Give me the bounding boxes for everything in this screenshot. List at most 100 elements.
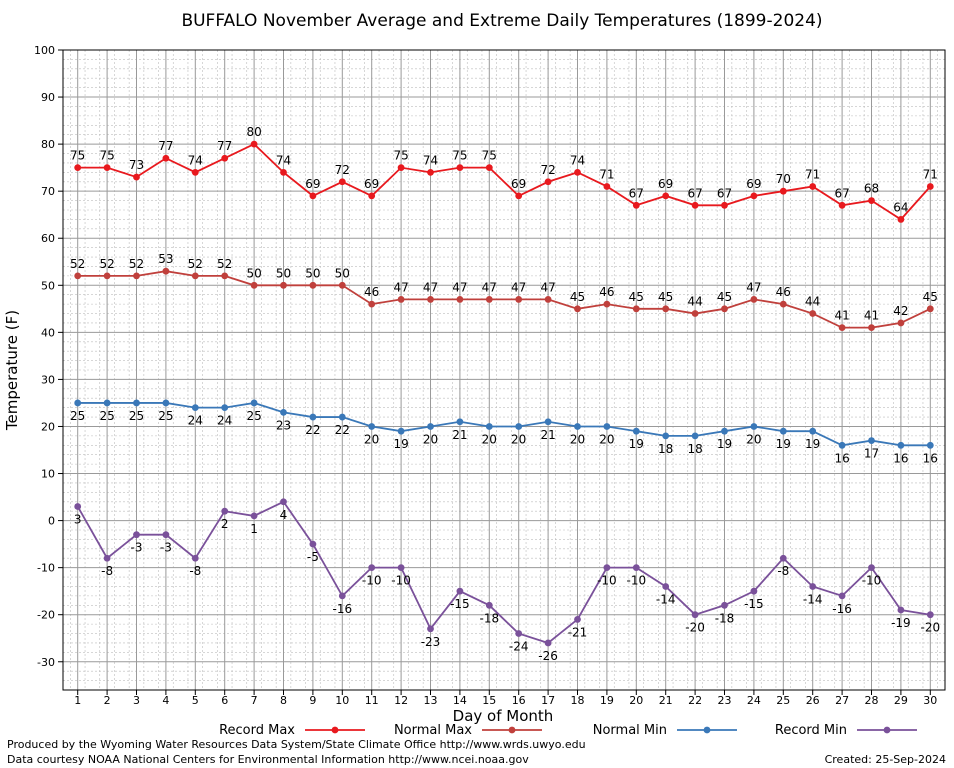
legend-marker-record-max <box>331 726 339 734</box>
record-min-data-label: -10 <box>362 574 382 588</box>
normal-max-point <box>779 300 787 308</box>
record-min-data-label: 1 <box>250 522 258 536</box>
normal-max-point <box>280 281 287 289</box>
normal-max-point <box>397 296 405 303</box>
normal-max-data-label: 52 <box>129 257 144 271</box>
record-min-point <box>103 554 111 562</box>
normal-max-point <box>838 324 846 332</box>
normal-max-data-label: 46 <box>364 285 379 299</box>
record-min-point <box>368 564 376 572</box>
record-max-point <box>691 201 699 209</box>
normal-min-data-label: 18 <box>687 442 702 456</box>
record-min-line <box>76 500 931 644</box>
normal-max-data-label: 46 <box>776 285 791 299</box>
x-tick-label: 9 <box>309 694 316 707</box>
x-tick-label: 22 <box>688 694 702 707</box>
record-max-point <box>897 216 905 223</box>
normal-max-point <box>309 281 317 289</box>
normal-max-point <box>338 281 346 289</box>
record-min-point <box>750 587 758 595</box>
record-min-point <box>250 512 258 520</box>
record-min-point <box>338 592 346 600</box>
normal-max-data-label: 45 <box>570 290 585 304</box>
normal-max-data-label: 45 <box>923 290 938 304</box>
normal-min-data-label: 19 <box>805 437 820 451</box>
normal-min-data-label: 22 <box>305 423 320 437</box>
normal-min-point <box>309 413 317 421</box>
normal-min-point <box>838 441 846 449</box>
record-max-data-label: 69 <box>364 177 379 191</box>
record-max-point <box>74 164 82 172</box>
normal-min-point <box>721 427 728 435</box>
x-tick-label: 20 <box>629 694 643 707</box>
y-tick-label: 50 <box>41 279 55 292</box>
normal-max-data-label: 41 <box>864 309 879 323</box>
minor-gridlines <box>63 50 945 691</box>
record-max-line <box>77 143 931 221</box>
normal-min-data-label: 16 <box>893 451 908 465</box>
record-min-data-label: -10 <box>391 574 411 588</box>
record-min-data-label: 2 <box>221 517 229 531</box>
created-date: Created: 25-Sep-2024 <box>825 753 946 766</box>
y-tick-label: -30 <box>37 656 55 669</box>
normal-min-data-label: 19 <box>776 437 791 451</box>
x-tick-label: 10 <box>335 694 349 707</box>
normal-max-point <box>750 296 758 303</box>
normal-max-data-label: 45 <box>629 290 644 304</box>
x-tick-label: 12 <box>394 694 408 707</box>
record-max-point <box>868 197 875 204</box>
x-tick-label: 23 <box>718 694 732 707</box>
record-min-point <box>162 531 170 539</box>
record-max-point <box>191 168 199 176</box>
normal-max-data-label: 44 <box>687 295 702 309</box>
normal-max-data-label: 47 <box>423 280 438 294</box>
legend-marker-record-min <box>883 726 891 734</box>
legend-label-record-min: Record Min <box>775 723 847 738</box>
normal-min-data-label: 18 <box>658 442 673 456</box>
record-min-data-label: -15 <box>450 597 470 611</box>
normal-min-point <box>103 399 111 407</box>
normal-max-point <box>191 272 199 280</box>
normal-max-point <box>221 272 229 280</box>
record-min-data-label: -10 <box>597 574 617 588</box>
normal-min-data-label: 20 <box>599 432 614 446</box>
normal-max-data-label: 47 <box>540 280 555 294</box>
y-tick-label: 40 <box>41 326 55 339</box>
normal-min-data-label: 24 <box>188 414 203 428</box>
y-tick-label: -20 <box>37 609 55 622</box>
normal-max-point <box>809 310 817 317</box>
record-min-data-label: -8 <box>777 564 789 578</box>
normal-max-data-label: 50 <box>246 266 261 280</box>
normal-min-point <box>162 399 170 407</box>
record-max-data-label: 75 <box>452 149 467 163</box>
record-min-point <box>427 625 434 633</box>
normal-min-point <box>250 399 258 407</box>
record-max-point <box>397 164 405 172</box>
record-min-data-label: -10 <box>626 574 646 588</box>
x-tick-label: 21 <box>659 694 673 707</box>
record-min-point <box>74 503 82 510</box>
record-max-data-label: 72 <box>540 163 555 177</box>
normal-max-data-label: 45 <box>717 290 732 304</box>
x-tick-label: 7 <box>251 694 258 707</box>
record-min-data-label: -24 <box>509 640 529 654</box>
normal-min-point <box>280 408 287 416</box>
record-min-point <box>838 592 846 600</box>
y-tick-label: 80 <box>41 138 55 151</box>
record-min-data-label: 4 <box>280 508 288 522</box>
normal-max-point <box>721 305 728 313</box>
normal-min-point <box>809 427 817 435</box>
normal-max-point <box>632 305 640 313</box>
record-max-data-label: 70 <box>776 172 791 186</box>
normal-max-data-label: 47 <box>393 280 408 294</box>
x-tick-label: 5 <box>192 694 199 707</box>
record-max-point <box>456 164 464 172</box>
record-max-point <box>662 192 670 200</box>
record-max-data-label: 67 <box>629 186 644 200</box>
normal-max-point <box>603 300 611 308</box>
y-tick-label: 0 <box>48 515 55 528</box>
normal-min-point <box>191 404 199 412</box>
normal-min-data-label: 19 <box>717 437 732 451</box>
x-tick-label: 27 <box>835 694 849 707</box>
